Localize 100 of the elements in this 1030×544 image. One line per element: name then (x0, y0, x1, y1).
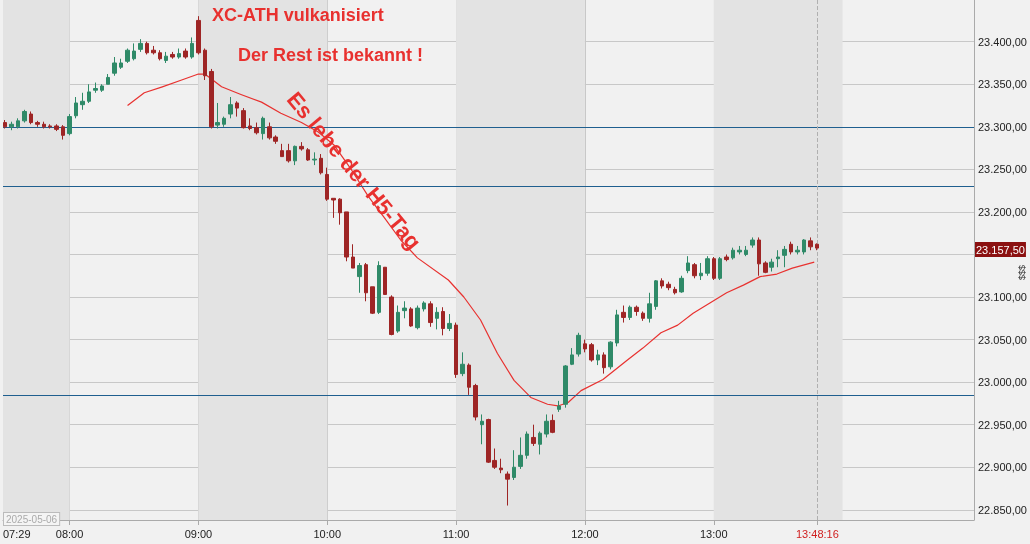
candlestick (48, 123, 52, 130)
candlestick (22, 109, 27, 124)
x-tick-label: 12:00 (571, 527, 599, 540)
candlestick (647, 292, 652, 324)
candlestick (744, 245, 748, 257)
candlestick (293, 145, 297, 166)
candlestick (222, 116, 226, 128)
y-tick-label: 23.000,00 (978, 376, 1027, 389)
y-tick-label: 23.250,00 (978, 163, 1027, 176)
candlestick (370, 286, 375, 315)
candlestick (351, 243, 355, 269)
y-tick-label: 22.950,00 (978, 418, 1027, 431)
candlestick (802, 238, 806, 255)
candlestick (415, 305, 420, 330)
y-tick-label: 22.850,00 (978, 503, 1027, 516)
candlestick (570, 347, 574, 366)
candlestick (454, 322, 458, 379)
candlestick (480, 413, 484, 445)
candlestick (763, 260, 768, 274)
candlestick (673, 286, 677, 295)
candlestick (35, 120, 40, 128)
candlestick (74, 96, 78, 119)
candlestick (112, 56, 117, 77)
candlestick (93, 82, 98, 94)
candlestick (164, 51, 168, 64)
candlestick (235, 100, 239, 118)
candlestick (402, 300, 407, 319)
candlestick (299, 141, 304, 152)
annotation: 2025-05-06 (6, 513, 58, 525)
candlestick (686, 255, 690, 274)
candlestick (177, 48, 181, 60)
candlestick (518, 436, 523, 470)
candlestick (628, 305, 632, 321)
candlestick (138, 38, 143, 53)
candlestick (145, 41, 149, 55)
candlestick (170, 51, 175, 60)
candlestick (460, 351, 465, 377)
candlestick (531, 424, 536, 447)
candlestick (409, 306, 413, 328)
x-tick-label: 13:00 (699, 527, 728, 540)
candlestick (338, 197, 342, 226)
candlestick (428, 300, 433, 328)
x-tick-label: 07:29 (3, 527, 31, 540)
text: 23.157,50 (976, 243, 1025, 256)
candlestick (383, 266, 387, 295)
candlestick (692, 262, 697, 279)
candlestick (602, 351, 606, 375)
candlestick (666, 281, 671, 291)
candlestick (422, 300, 426, 312)
candlestick (596, 349, 600, 366)
candlestick (441, 306, 445, 336)
candlestick (499, 458, 503, 474)
candlestick (634, 305, 639, 317)
candlestick (724, 253, 729, 262)
candlestick (769, 258, 774, 272)
candlestick (61, 124, 65, 141)
candlestick (228, 96, 233, 119)
candlestick (389, 294, 394, 336)
candlestick (80, 92, 85, 111)
candlestick (538, 430, 542, 455)
text: $$$ (1016, 264, 1027, 280)
y-tick-label: 23.350,00 (978, 78, 1027, 91)
candlestick (344, 211, 349, 262)
candlestick (357, 262, 362, 294)
candlestick (396, 305, 400, 334)
candlestick (718, 256, 722, 281)
candlestick (615, 309, 619, 347)
candlestick (679, 275, 684, 294)
x-tick-label: 08:00 (55, 527, 84, 540)
x-tick-label: 11:00 (442, 527, 470, 540)
candlestick (196, 15, 201, 55)
candlestick (705, 255, 710, 277)
candlestick (557, 400, 561, 413)
candlestick (473, 383, 478, 421)
y-tick-label: 23.100,00 (978, 291, 1027, 304)
candlestick (67, 113, 72, 136)
candlestick (731, 247, 735, 261)
candlestick (776, 249, 780, 268)
y-tick-label: 22.900,00 (978, 461, 1027, 474)
candlestick (712, 256, 716, 281)
candlestick (261, 116, 265, 141)
candlestick (641, 310, 645, 322)
candlestick (815, 242, 819, 251)
candlestick (525, 430, 529, 460)
candlestick (563, 364, 568, 409)
annotation: Der Rest ist bekannt ! (238, 45, 424, 65)
candlestick (280, 143, 284, 158)
candlestick (737, 245, 742, 255)
candlestick (286, 143, 291, 164)
candlestick (467, 362, 471, 396)
x-tick-label: 09:00 (184, 527, 213, 540)
candlestick (331, 197, 336, 219)
candlestick (364, 262, 368, 302)
candlestick (119, 58, 123, 70)
candlestick (654, 279, 658, 311)
candlestick (183, 48, 188, 60)
candlestick (608, 340, 613, 370)
candlestick (29, 110, 33, 125)
line-series (126, 73, 815, 407)
candlestick (435, 306, 439, 330)
